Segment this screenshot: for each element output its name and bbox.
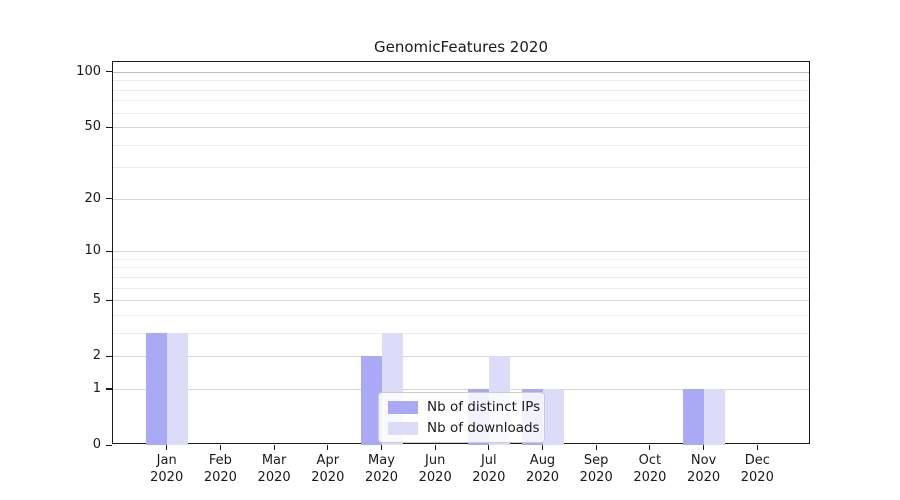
y-tick-label: 50 xyxy=(84,119,101,134)
minor-gridline xyxy=(113,287,809,289)
x-tick-label: Dec 2020 xyxy=(740,453,774,485)
y-tick-label: 1 xyxy=(92,380,101,396)
minor-gridline xyxy=(113,80,809,82)
bar-distinct-ips xyxy=(682,388,704,445)
x-tick xyxy=(541,445,544,450)
x-tick-label: Apr 2020 xyxy=(311,453,345,485)
x-tick-label: Sep 2020 xyxy=(579,453,613,485)
major-gridline xyxy=(113,388,809,390)
x-tick-label: Oct 2020 xyxy=(633,453,667,485)
minor-gridline xyxy=(113,314,809,316)
x-tick xyxy=(380,445,383,450)
legend-swatch-downloads-icon xyxy=(388,421,418,435)
x-tick xyxy=(434,445,436,450)
legend-label: Nb of downloads xyxy=(427,420,540,436)
x-tick-label: Jul 2020 xyxy=(472,453,506,485)
major-gridline xyxy=(113,198,809,200)
major-gridline xyxy=(113,300,809,302)
x-tick xyxy=(649,445,651,450)
x-tick xyxy=(166,445,168,450)
y-tick-label: 2 xyxy=(92,348,101,364)
minor-gridline xyxy=(113,332,809,334)
y-tick xyxy=(106,71,112,73)
x-tick xyxy=(756,445,758,450)
major-gridline xyxy=(113,356,809,358)
y-tick-label: 10 xyxy=(84,243,101,259)
y-tick xyxy=(106,299,112,301)
x-tick-label: Aug 2020 xyxy=(525,453,560,485)
x-tick xyxy=(595,445,597,450)
plot-area: Nb of distinct IPs Nb of downloads 0 1 2 5 1… xyxy=(76,61,810,485)
legend-swatch-distinct-ips-icon xyxy=(388,400,418,414)
y-tick-label: 100 xyxy=(76,63,101,79)
x-tick xyxy=(703,445,705,450)
bar-distinct-ips xyxy=(145,332,167,445)
x-tick xyxy=(327,445,329,450)
y-tick-label: 20 xyxy=(84,190,101,206)
x-tick xyxy=(219,445,221,450)
y-tick xyxy=(106,444,112,446)
minor-gridline xyxy=(113,167,809,169)
bar-downloads xyxy=(703,388,725,445)
legend-label: Nb of distinct IPs xyxy=(427,399,541,415)
minor-gridline xyxy=(113,112,809,114)
major-gridline xyxy=(113,71,809,73)
x-tick xyxy=(273,445,275,450)
minor-gridline xyxy=(113,267,809,269)
x-tick-label: Mar 2020 xyxy=(257,453,291,485)
legend-item-distinct-ips: Nb of distinct IPs xyxy=(388,399,540,415)
bar-downloads xyxy=(166,332,188,445)
minor-gridline xyxy=(113,89,809,91)
x-tick-label: May 2020 xyxy=(364,453,399,485)
y-tick xyxy=(106,250,112,252)
x-tick-label: Nov 2020 xyxy=(687,453,721,485)
y-tick-label: 5 xyxy=(92,292,101,308)
y-tick xyxy=(106,355,112,357)
y-tick xyxy=(106,198,112,200)
y-tick-label: 0 xyxy=(92,437,101,452)
x-tick-label: Feb 2020 xyxy=(203,453,237,485)
minor-gridline xyxy=(113,276,809,278)
minor-gridline xyxy=(113,144,809,146)
y-tick xyxy=(106,388,112,390)
bar-distinct-ips xyxy=(360,356,382,445)
chart-title: GenomicFeatures 2020 xyxy=(373,38,548,56)
minor-gridline xyxy=(113,258,809,260)
x-tick xyxy=(488,445,490,450)
minor-gridline xyxy=(113,100,809,102)
major-gridline xyxy=(113,251,809,253)
bar-downloads xyxy=(542,388,564,445)
x-tick-label: Jan 2020 xyxy=(150,453,184,485)
y-tick xyxy=(106,126,112,128)
major-gridline xyxy=(113,127,809,128)
legend-item-downloads: Nb of downloads xyxy=(388,420,540,436)
x-tick-label: Jun 2020 xyxy=(418,453,452,485)
legend: Nb of distinct IPs Nb of downloads xyxy=(378,392,545,443)
